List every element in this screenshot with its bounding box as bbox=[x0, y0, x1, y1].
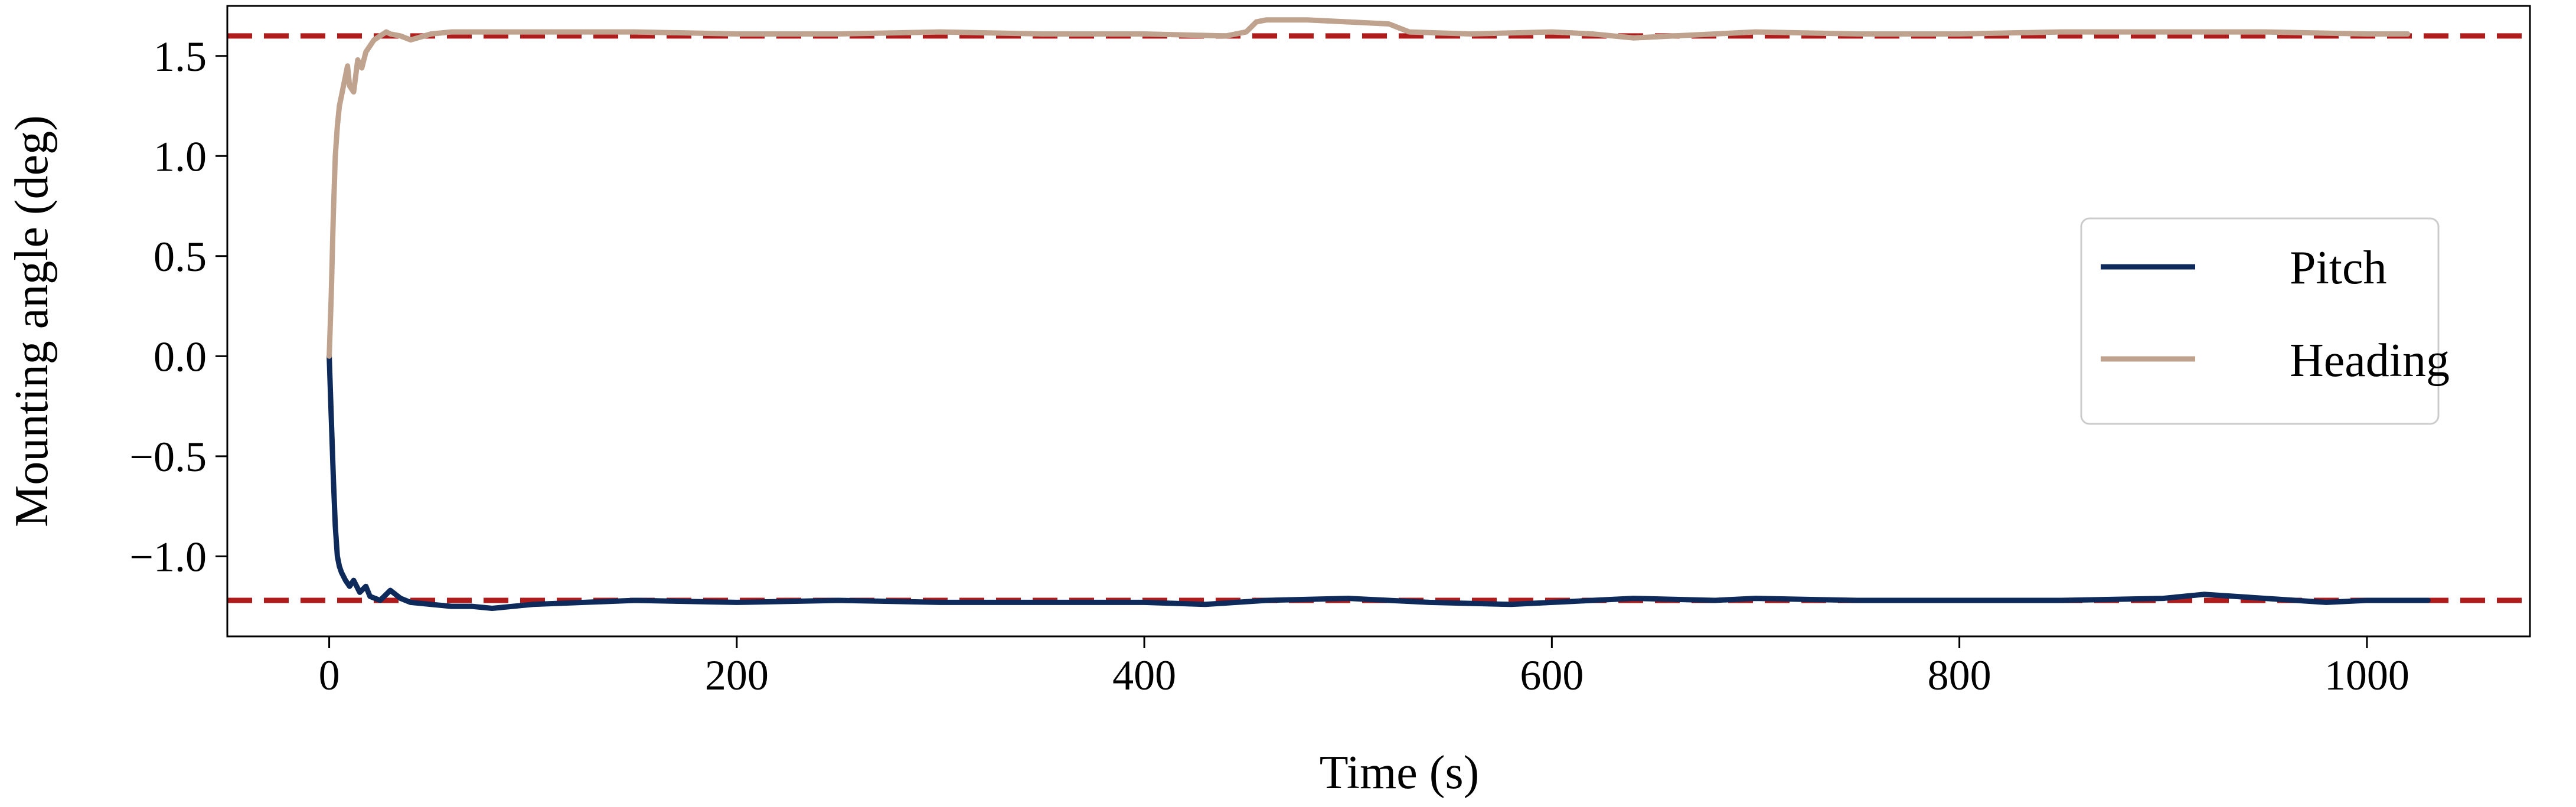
x-tick-label: 600 bbox=[1520, 652, 1584, 699]
y-tick-label: 0.0 bbox=[154, 333, 207, 380]
x-tick-label: 0 bbox=[319, 652, 340, 699]
series-line-heading bbox=[327, 17, 2411, 359]
y-tick-label: −0.5 bbox=[129, 433, 207, 481]
legend-label-heading: Heading bbox=[2290, 335, 2450, 387]
x-tick-label: 400 bbox=[1112, 652, 1176, 699]
y-tick-label: −1.0 bbox=[129, 533, 207, 580]
x-tick-label: 200 bbox=[705, 652, 769, 699]
legend: Pitch Heading bbox=[2080, 217, 2450, 425]
plot-frame bbox=[226, 5, 2531, 638]
legend-box bbox=[2080, 217, 2440, 425]
y-axis-ticks: −1.0 −0.5 0.0 0.5 1.0 1.5 bbox=[129, 33, 227, 580]
y-tick-label: 1.0 bbox=[154, 133, 207, 180]
y-axis-label: Mounting angle (deg) bbox=[6, 115, 58, 527]
legend-label-pitch: Pitch bbox=[2290, 242, 2386, 294]
x-axis-label: Time (s) bbox=[1320, 747, 1479, 799]
x-axis-ticks: 0 200 400 600 800 1000 bbox=[319, 636, 2410, 699]
x-tick-label: 1000 bbox=[2324, 652, 2410, 699]
series-lines bbox=[327, 17, 2431, 611]
y-tick-label: 0.5 bbox=[154, 233, 207, 280]
x-tick-label: 800 bbox=[1928, 652, 1991, 699]
y-tick-label: 1.5 bbox=[154, 33, 207, 80]
series-line-pitch bbox=[327, 353, 2431, 611]
